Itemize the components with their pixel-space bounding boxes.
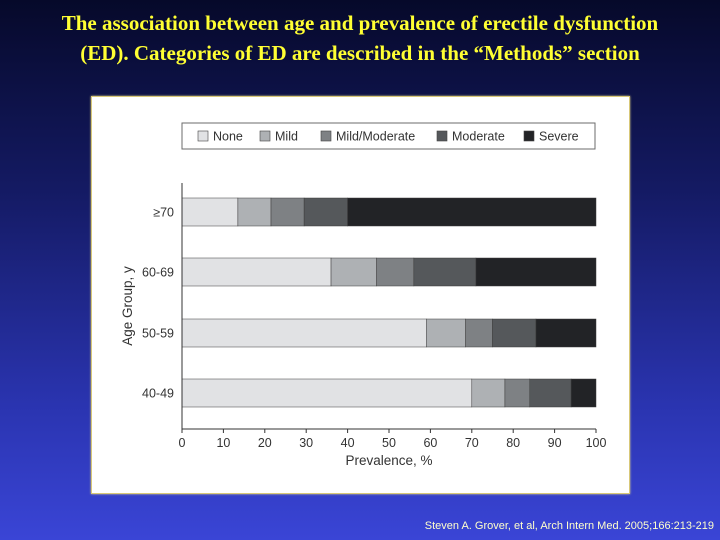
legend-swatch-4 [523, 130, 535, 142]
legend-label-1: Mild [275, 130, 298, 144]
y-axis-title: Age Group, y [120, 266, 135, 346]
slide-title-line-2: (ED). Categories of ED are described in … [80, 41, 640, 65]
x-tick-label-8: 80 [506, 436, 520, 450]
x-tick-label-4: 40 [341, 436, 355, 450]
citation: Steven A. Grover, et al, Arch Intern Med… [424, 520, 714, 532]
bar-40-49-Mild-Moderate [504, 378, 531, 408]
bar-40-49-Severe [570, 378, 597, 408]
x-tick-label-3: 30 [299, 436, 313, 450]
bar-≥70-Mild-Moderate [270, 197, 305, 227]
bar-≥70-Severe [347, 197, 597, 227]
bar-50-59-Mild-Moderate [465, 318, 493, 348]
bar-≥70-Mild [237, 197, 272, 227]
bar-40-49-Mild [471, 378, 506, 408]
slide-title-line-1: The association between age and prevalen… [61, 11, 659, 35]
bar-40-49-None [181, 378, 473, 408]
bar-≥70-Moderate [303, 197, 348, 227]
legend-label-3: Moderate [452, 130, 505, 144]
bar-60-69-Moderate [413, 257, 477, 287]
x-tick-label-7: 70 [465, 436, 479, 450]
x-tick-label-10: 100 [586, 436, 607, 450]
bar-60-69-None [181, 257, 332, 287]
legend-swatch-2 [320, 130, 332, 142]
bar-40-49-Moderate [529, 378, 572, 408]
x-tick-label-0: 0 [179, 436, 186, 450]
bar-60-69-Mild [330, 257, 377, 287]
legend-swatch-1 [259, 130, 271, 142]
x-tick-label-6: 60 [423, 436, 437, 450]
bar-50-59-Moderate [492, 318, 537, 348]
bar-50-59-Severe [535, 318, 597, 348]
x-tick-label-2: 20 [258, 436, 272, 450]
y-tick-label-2: 60-69 [142, 266, 174, 280]
y-tick-label-0: 40-49 [142, 387, 174, 401]
legend-label-2: Mild/Moderate [336, 130, 415, 144]
legend-label-4: Severe [539, 130, 579, 144]
x-axis-title: Prevalence, % [345, 453, 432, 468]
bar-60-69-Mild-Moderate [376, 257, 415, 287]
x-tick-label-9: 90 [548, 436, 562, 450]
legend-label-0: None [213, 130, 243, 144]
y-tick-label-3: ≥70 [153, 206, 174, 220]
chart-panel: None Mild Mild/Moderate Moderate Severe 40-49… [91, 96, 630, 494]
slide-title: The association between age and prevalen… [0, 8, 720, 68]
legend-swatch-3 [436, 130, 448, 142]
legend-swatch-0 [197, 130, 209, 142]
stacked-bar-chart: None Mild Mild/Moderate Moderate Severe 40-49… [120, 122, 607, 468]
x-tick-label-1: 10 [216, 436, 230, 450]
bar-50-59-Mild [426, 318, 466, 348]
bar-60-69-Severe [475, 257, 597, 287]
bar-50-59-None [181, 318, 427, 348]
bar-≥70-None [181, 197, 239, 227]
y-tick-label-1: 50-59 [142, 327, 174, 341]
x-tick-label-5: 50 [382, 436, 396, 450]
